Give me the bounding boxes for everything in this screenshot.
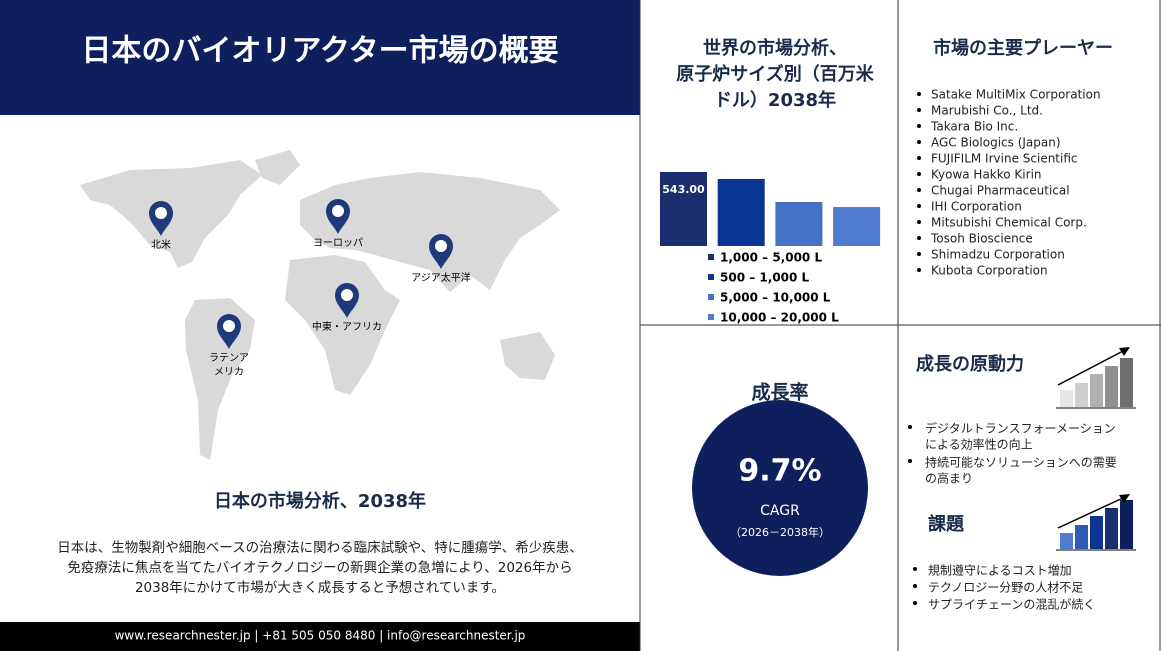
market-body: 免疫療法に焦点を当てたバイオテクノロジーの新興企業の急増により、2026年から	[67, 559, 572, 576]
region-label: アジア太平洋	[411, 271, 471, 284]
chart-title: 原子炉サイズ別（百万米	[676, 63, 874, 85]
driver-text: による効率性の向上	[925, 437, 1033, 452]
cagr-label: CAGR	[760, 503, 800, 519]
bullet	[908, 459, 912, 463]
map-pin-dot	[332, 205, 344, 217]
bar	[833, 207, 881, 246]
bullet	[917, 124, 921, 128]
cagr-value: 9.7%	[738, 454, 821, 489]
bullet	[917, 236, 921, 240]
bullet	[917, 188, 921, 192]
player-name: Mitsubishi Chemical Corp.	[931, 216, 1087, 230]
header-band	[0, 0, 640, 115]
market-body: 日本は、生物製剤や細胞ベースの治療法に関わる臨床試験や、特に腫瘍学、希少疾患、	[57, 539, 582, 556]
player-name: AGC Biologics (Japan)	[931, 136, 1061, 150]
legend-swatch	[708, 294, 714, 300]
driver-text: デジタルトランスフォーメーション	[925, 421, 1116, 436]
region-label: ヨーロッパ	[313, 237, 363, 249]
region-label: 北米	[151, 238, 171, 251]
bullet	[917, 268, 921, 272]
growth-title: 成長率	[751, 381, 808, 404]
region-label: メリカ	[214, 366, 244, 378]
players-title: 市場の主要プレーヤー	[933, 37, 1113, 59]
cagr-circle	[692, 400, 868, 576]
player-name: Satake MultiMix Corporation	[931, 88, 1101, 102]
bar	[717, 178, 765, 246]
bullet	[917, 108, 921, 112]
challenge-text: テクノロジー分野の人材不足	[928, 581, 1083, 595]
player-name: Takara Bio Inc.	[930, 120, 1018, 134]
player-name: IHI Corporation	[931, 200, 1022, 214]
challenges-title: 課題	[928, 513, 965, 535]
legend-label: 1,000 – 5,000 L	[720, 251, 822, 265]
map-pin-dot	[155, 207, 167, 219]
region-label: 中東・アフリカ	[312, 320, 382, 333]
world-map	[80, 150, 560, 460]
footer-band	[0, 622, 640, 651]
legend-swatch	[708, 274, 714, 280]
bullet	[913, 601, 917, 605]
bullet	[917, 204, 921, 208]
driver-text: の高まり	[925, 471, 973, 486]
map-pin-dot	[341, 289, 353, 301]
drivers-title: 成長の原動力	[916, 353, 1024, 375]
bullet	[913, 567, 917, 571]
bullet	[908, 425, 912, 429]
market-body: 2038年にかけて市場が大きく成長すると予想されています。	[135, 579, 505, 596]
page-title: 日本のバイオリアクター市場の概要	[81, 34, 558, 69]
footer-contact: www.researchnester.jp | +81 505 050 8480…	[115, 629, 526, 643]
bullet	[917, 252, 921, 256]
player-name: Kubota Corporation	[931, 264, 1048, 278]
map-pin-dot	[435, 240, 447, 252]
value-label: 543.00	[662, 183, 705, 196]
player-name: Kyowa Hakko Kirin	[931, 168, 1042, 182]
bullet	[917, 172, 921, 176]
bullet	[917, 220, 921, 224]
player-name: Marubishi Co., Ltd.	[931, 104, 1043, 118]
bullet	[917, 156, 921, 160]
challenges-icon	[1056, 494, 1136, 551]
challenge-text: サプライチェーンの混乱が続く	[928, 597, 1095, 612]
drivers-icon	[1056, 347, 1136, 409]
driver-text: 持続可能なソリューションへの需要	[925, 455, 1117, 470]
bar	[660, 172, 707, 246]
bar	[775, 201, 823, 246]
legend-label: 10,000 – 20,000 L	[720, 311, 839, 325]
bullet	[917, 92, 921, 96]
legend-label: 5,000 – 10,000 L	[720, 291, 831, 305]
bullet	[913, 584, 917, 588]
player-name: Tosoh Bioscience	[930, 232, 1033, 246]
chart-title: 世界の市場分析、	[703, 37, 847, 59]
legend-swatch	[708, 314, 714, 320]
challenge-text: 規制遵守によるコスト増加	[928, 563, 1072, 578]
region-label: ラテンア	[209, 352, 249, 364]
chart-title: ドル）2038年	[714, 89, 836, 111]
player-name: Chugai Pharmaceutical	[931, 184, 1070, 198]
bullet	[917, 140, 921, 144]
legend-swatch	[708, 254, 714, 260]
player-name: FUJIFILM Irvine Scientific	[931, 152, 1078, 166]
market-title: 日本の市場分析、2038年	[214, 490, 426, 512]
player-name: Shimadzu Corporation	[931, 248, 1065, 262]
cagr-period: （2026－2038年）	[730, 525, 830, 539]
map-pin-dot	[223, 320, 235, 332]
legend-label: 500 – 1,000 L	[720, 271, 810, 285]
